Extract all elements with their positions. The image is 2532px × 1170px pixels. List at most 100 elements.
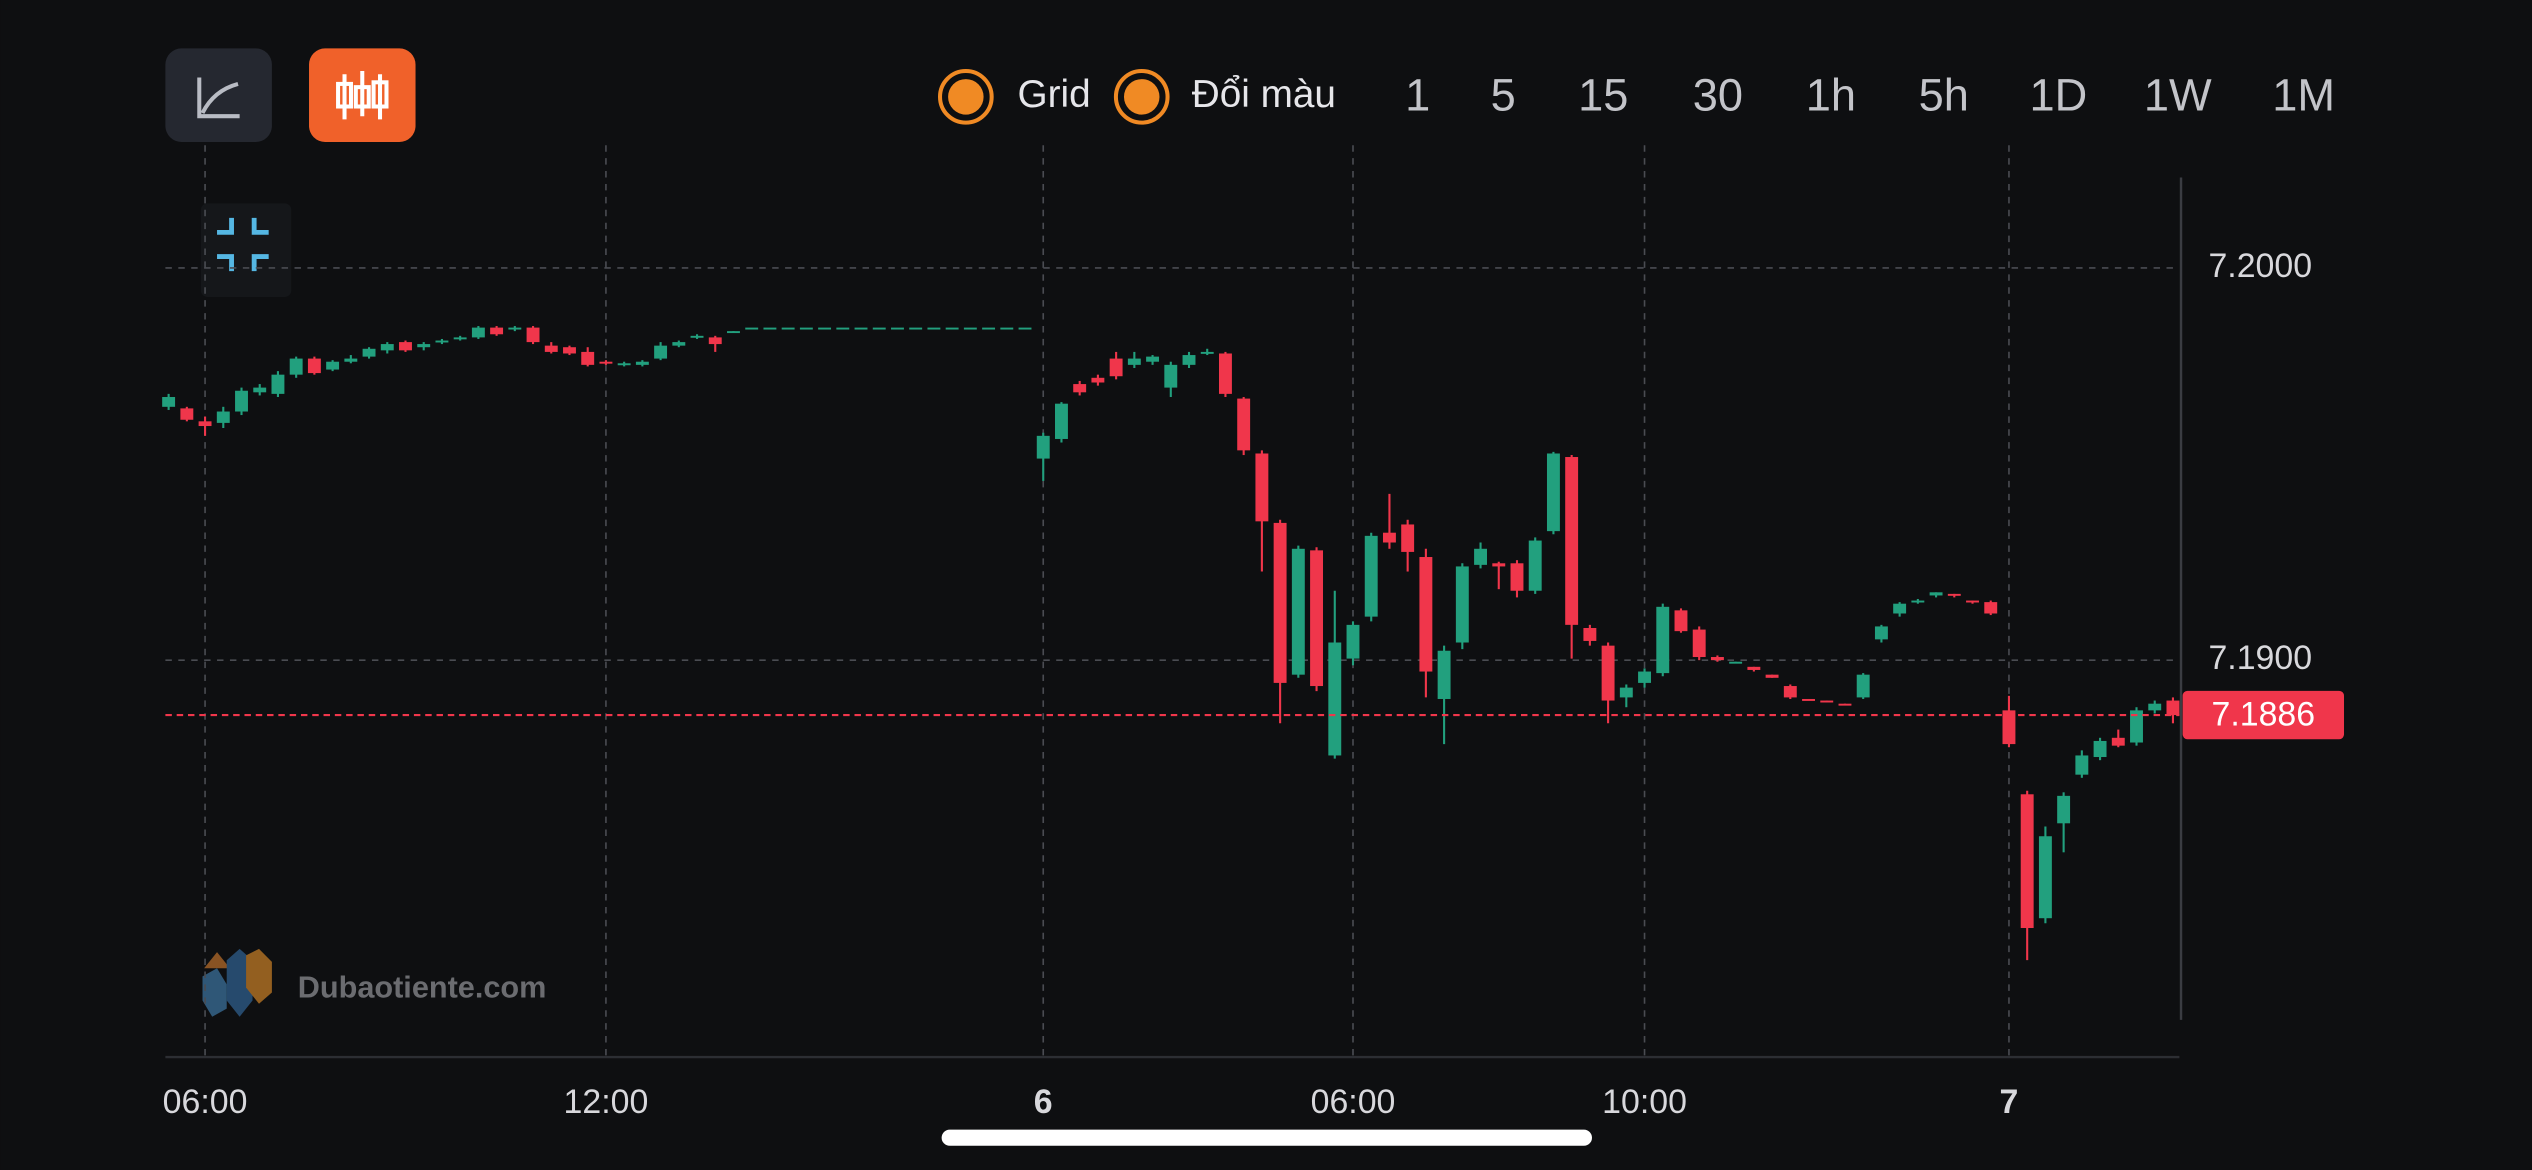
- y-tick-label: 7.1900: [2208, 639, 2312, 677]
- candle-body: [307, 358, 321, 374]
- candle-body: [599, 361, 613, 364]
- last-price-badge: [2182, 690, 2345, 740]
- candle-body: [1583, 628, 1597, 641]
- candle-body: [417, 344, 431, 348]
- candle-body: [344, 358, 358, 362]
- candle-body: [708, 337, 722, 345]
- candle-body: [781, 327, 795, 330]
- x-tick-labels: 06:00 12:00 6 06:00 10:00 7: [163, 1083, 2019, 1121]
- candle-body: [581, 351, 595, 365]
- candle-body: [1492, 563, 1506, 567]
- interval-option[interactable]: 5: [1491, 69, 1516, 120]
- candle-body: [1146, 356, 1160, 362]
- candle-body: [1255, 453, 1269, 522]
- grid-toggle-label: Grid: [1017, 73, 1090, 116]
- candle-body: [1929, 592, 1943, 596]
- candle-body: [1783, 686, 1797, 698]
- candle-body: [1692, 629, 1706, 658]
- candle-body: [2020, 794, 2034, 929]
- interval-option[interactable]: 5h: [1919, 69, 1969, 120]
- candle-body: [1966, 600, 1979, 603]
- candle-body: [544, 345, 558, 352]
- candle-body: [235, 390, 248, 412]
- candle-body: [1710, 657, 1724, 661]
- candle-body: [490, 327, 504, 335]
- candle-body: [435, 340, 449, 343]
- interval-option[interactable]: 30: [1693, 69, 1743, 120]
- interval-option[interactable]: 1M: [2272, 69, 2335, 120]
- interval-option[interactable]: 1h: [1806, 69, 1856, 120]
- plot-area: 7.2000 7.1900 06:00 12:00 6 06:00 10:00 7 7.1886: [162, 145, 2345, 1121]
- candle-body: [1364, 535, 1378, 617]
- candle-body: [982, 327, 996, 330]
- candle-body: [289, 358, 303, 375]
- candle-body: [1437, 650, 1451, 699]
- candle-body: [1546, 453, 1560, 532]
- candle-body: [1346, 624, 1360, 659]
- candle-body: [1127, 358, 1141, 365]
- candle-body: [271, 374, 285, 394]
- candle-body: [508, 327, 522, 330]
- candle-body: [253, 387, 267, 393]
- candle-body: [180, 408, 194, 420]
- candle-body: [2075, 755, 2089, 775]
- last-price-label: 7.1886: [2212, 696, 2316, 734]
- home-indicator: [941, 1129, 1592, 1146]
- candle-body: [2002, 710, 2016, 745]
- candle-body: [1055, 403, 1068, 439]
- candle-body: [1747, 666, 1761, 670]
- candle-body: [1984, 602, 1998, 614]
- candle-body: [1000, 327, 1014, 330]
- candle-body: [526, 327, 540, 343]
- candle-body: [1820, 700, 1834, 703]
- interval-option[interactable]: 15: [1578, 69, 1628, 120]
- candle-body: [1091, 377, 1105, 383]
- interval-option[interactable]: 1D: [2029, 69, 2087, 120]
- candle-body: [1382, 532, 1396, 543]
- candle-body: [617, 363, 631, 366]
- candle-body: [326, 361, 340, 370]
- y-tick-label: 7.2000: [2208, 247, 2312, 285]
- candle-body: [963, 327, 977, 330]
- candle-body: [1200, 351, 1214, 354]
- candle-body: [1893, 603, 1907, 614]
- line-chart-button[interactable]: [165, 48, 272, 143]
- candle-body: [1638, 671, 1651, 683]
- candle-body: [1674, 610, 1688, 632]
- candle-body: [2111, 737, 2125, 746]
- candle-body: [380, 344, 394, 351]
- candle-body: [1109, 358, 1123, 377]
- candle-body: [2038, 836, 2052, 919]
- candle-body: [1838, 703, 1852, 706]
- interval-option[interactable]: 1W: [2144, 69, 2212, 120]
- candle-body: [399, 342, 412, 351]
- candle-body: [763, 327, 777, 330]
- candle-chart-button[interactable]: [309, 48, 416, 143]
- candle-body: [1419, 557, 1433, 672]
- candle-body: [1856, 674, 1870, 698]
- candle-body: [2166, 700, 2180, 716]
- candle-body: [2130, 710, 2143, 743]
- candle-body: [2057, 795, 2071, 824]
- grid-toggle[interactable]: Grid: [937, 68, 1091, 125]
- collapse-button[interactable]: [200, 203, 292, 297]
- candle-body: [654, 345, 668, 359]
- candle-body: [909, 327, 923, 330]
- x-tick-label: 06:00: [163, 1083, 248, 1121]
- candle-body: [1802, 698, 1815, 701]
- candle-body: [1619, 687, 1633, 698]
- candle-body: [1164, 364, 1178, 388]
- candle-body: [1036, 435, 1050, 459]
- candle-body: [1474, 548, 1488, 565]
- candle-body: [453, 337, 467, 340]
- x-tick-label: 6: [1034, 1083, 1053, 1121]
- candle-body: [1401, 524, 1415, 552]
- candle-body: [1510, 563, 1524, 591]
- candle-body: [1182, 355, 1196, 365]
- candle-body: [1237, 398, 1251, 451]
- color-toggle[interactable]: Đổi màu: [1113, 68, 1336, 125]
- interval-option[interactable]: 1: [1405, 69, 1430, 120]
- candle-body: [1729, 661, 1743, 664]
- candle-body: [216, 411, 230, 423]
